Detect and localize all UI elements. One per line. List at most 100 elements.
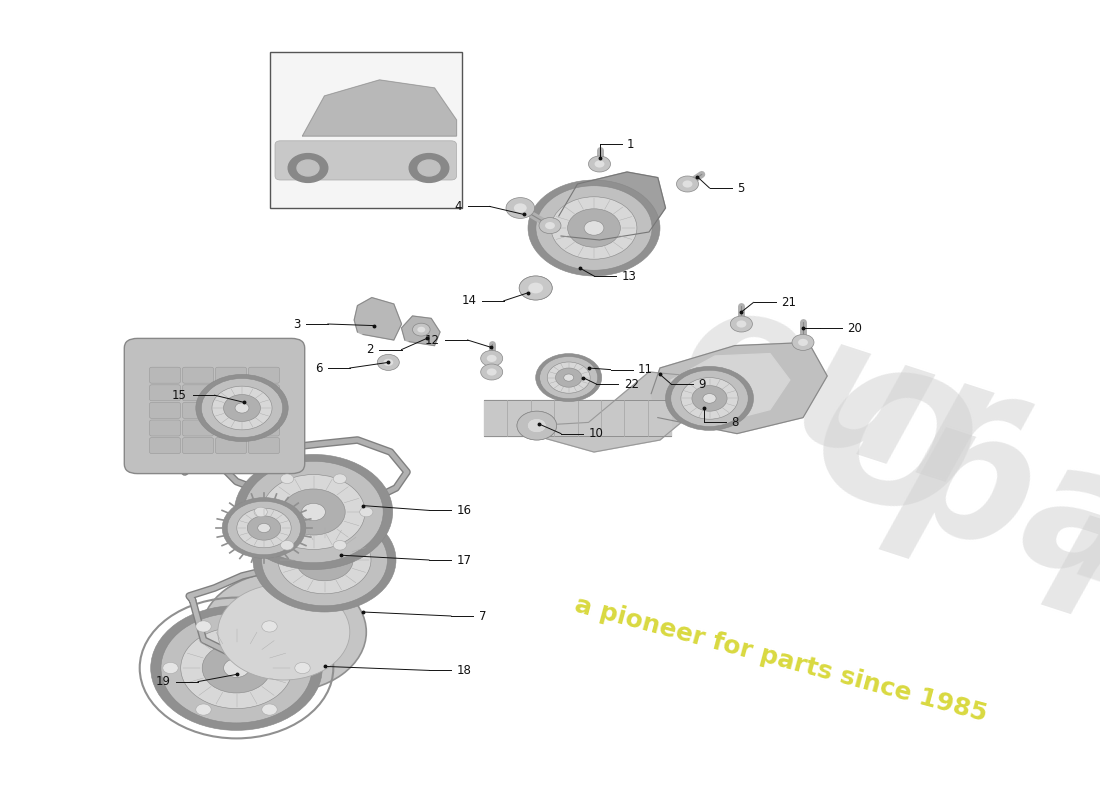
FancyBboxPatch shape xyxy=(249,402,279,418)
FancyBboxPatch shape xyxy=(216,420,246,436)
Circle shape xyxy=(236,508,292,548)
FancyBboxPatch shape xyxy=(183,402,213,418)
Circle shape xyxy=(539,218,561,234)
Circle shape xyxy=(196,621,211,632)
FancyBboxPatch shape xyxy=(275,141,456,180)
Circle shape xyxy=(223,394,261,422)
Circle shape xyxy=(481,364,503,380)
Circle shape xyxy=(196,704,211,715)
Circle shape xyxy=(297,160,319,176)
Circle shape xyxy=(528,180,660,276)
Text: 16: 16 xyxy=(456,504,472,517)
Circle shape xyxy=(703,394,716,403)
Text: 22: 22 xyxy=(624,378,639,390)
Polygon shape xyxy=(402,316,440,346)
Circle shape xyxy=(548,362,591,393)
Circle shape xyxy=(254,507,267,517)
Circle shape xyxy=(234,454,393,570)
FancyBboxPatch shape xyxy=(216,438,246,454)
FancyBboxPatch shape xyxy=(249,385,279,401)
Circle shape xyxy=(517,411,557,440)
Text: 10: 10 xyxy=(588,427,604,440)
Polygon shape xyxy=(534,372,698,452)
Text: 4: 4 xyxy=(454,200,462,213)
Circle shape xyxy=(540,357,597,398)
Circle shape xyxy=(296,539,353,581)
Text: 20: 20 xyxy=(847,322,862,334)
Polygon shape xyxy=(671,354,790,422)
Circle shape xyxy=(202,643,271,693)
Circle shape xyxy=(196,374,288,442)
FancyBboxPatch shape xyxy=(183,438,213,454)
Circle shape xyxy=(792,334,814,350)
Text: 6: 6 xyxy=(315,362,322,374)
Circle shape xyxy=(314,552,336,568)
Text: 3: 3 xyxy=(293,318,300,330)
FancyBboxPatch shape xyxy=(150,420,180,436)
Circle shape xyxy=(360,507,373,517)
Circle shape xyxy=(594,160,605,168)
Circle shape xyxy=(333,541,346,550)
Circle shape xyxy=(262,514,387,606)
Text: 17: 17 xyxy=(456,554,472,566)
Circle shape xyxy=(514,203,527,213)
Circle shape xyxy=(212,386,272,430)
Circle shape xyxy=(280,541,294,550)
FancyBboxPatch shape xyxy=(183,420,213,436)
FancyBboxPatch shape xyxy=(249,438,279,454)
Circle shape xyxy=(280,474,294,483)
Circle shape xyxy=(676,176,698,192)
Circle shape xyxy=(556,368,582,387)
Polygon shape xyxy=(651,342,827,434)
FancyBboxPatch shape xyxy=(150,385,180,401)
Circle shape xyxy=(218,584,350,680)
FancyBboxPatch shape xyxy=(183,367,213,383)
Polygon shape xyxy=(302,80,456,136)
Circle shape xyxy=(244,462,383,562)
Circle shape xyxy=(486,368,496,376)
Circle shape xyxy=(333,474,346,483)
Text: rts: rts xyxy=(1023,473,1100,727)
Circle shape xyxy=(288,154,328,182)
Circle shape xyxy=(506,198,535,218)
Circle shape xyxy=(253,508,396,612)
Text: 12: 12 xyxy=(425,334,440,346)
FancyBboxPatch shape xyxy=(216,402,246,418)
Circle shape xyxy=(536,354,602,402)
Circle shape xyxy=(551,197,637,259)
Circle shape xyxy=(536,186,652,270)
FancyBboxPatch shape xyxy=(249,367,279,383)
Circle shape xyxy=(301,503,326,521)
Circle shape xyxy=(201,572,366,692)
FancyBboxPatch shape xyxy=(249,420,279,436)
Bar xyxy=(270,52,462,208)
Circle shape xyxy=(412,323,430,336)
Polygon shape xyxy=(484,400,671,436)
Text: 5: 5 xyxy=(737,182,745,194)
Circle shape xyxy=(377,354,399,370)
Text: a pioneer for parts since 1985: a pioneer for parts since 1985 xyxy=(572,594,990,726)
Circle shape xyxy=(228,502,300,554)
FancyBboxPatch shape xyxy=(216,385,246,401)
Circle shape xyxy=(588,156,610,172)
Circle shape xyxy=(257,523,271,533)
Circle shape xyxy=(737,320,747,328)
Circle shape xyxy=(798,339,807,346)
Text: 1: 1 xyxy=(627,138,635,150)
Circle shape xyxy=(383,358,393,366)
Circle shape xyxy=(418,160,440,176)
Text: 18: 18 xyxy=(456,664,472,677)
Circle shape xyxy=(528,419,546,432)
Circle shape xyxy=(730,316,752,332)
Circle shape xyxy=(180,627,293,709)
Text: 2: 2 xyxy=(366,343,374,356)
Circle shape xyxy=(681,378,738,419)
Circle shape xyxy=(528,419,546,432)
FancyBboxPatch shape xyxy=(124,338,305,474)
Circle shape xyxy=(282,489,345,535)
Text: 8: 8 xyxy=(732,416,739,429)
Text: 14: 14 xyxy=(461,294,476,307)
Circle shape xyxy=(519,276,552,300)
Circle shape xyxy=(235,403,249,413)
Polygon shape xyxy=(559,172,665,240)
